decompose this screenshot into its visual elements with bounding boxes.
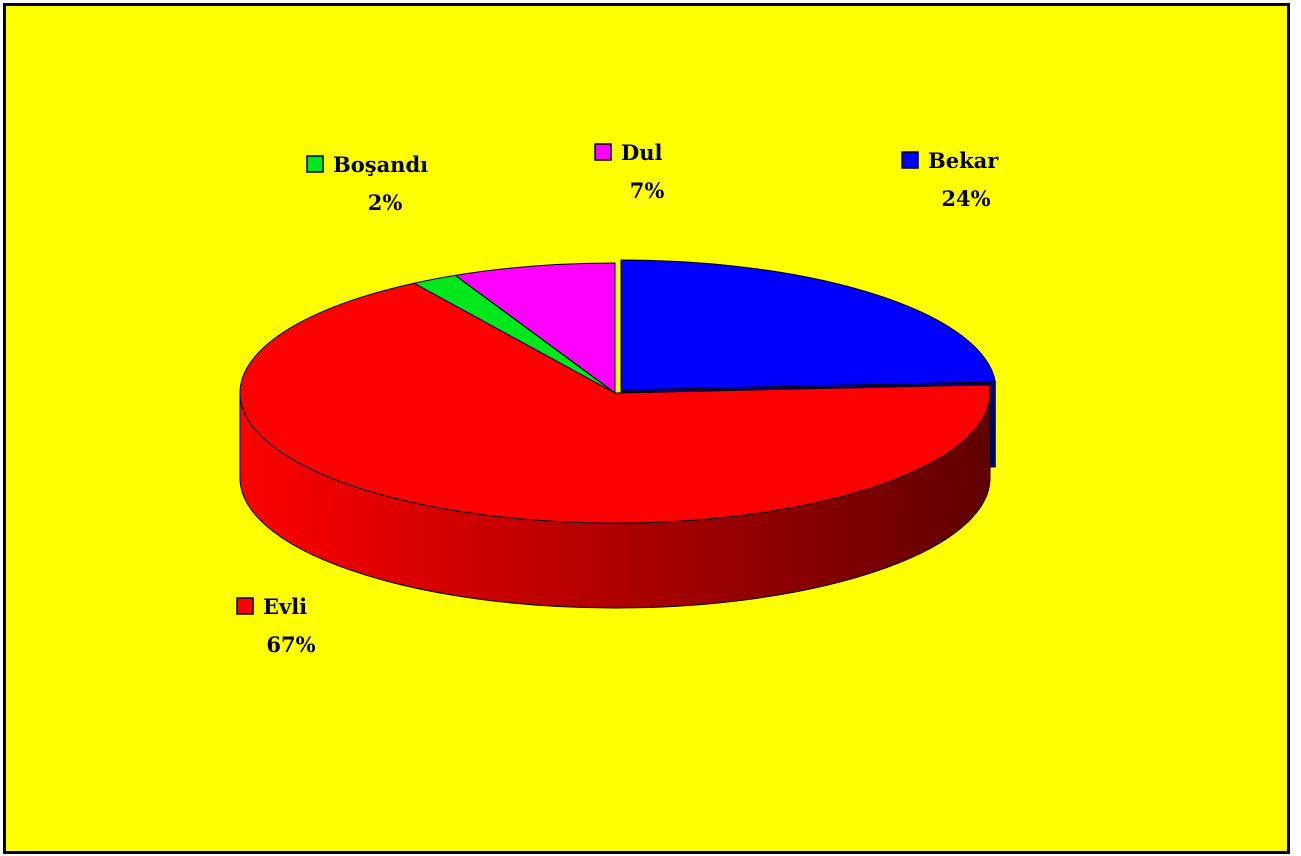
slice-percent-bo-and-: 2% [368,190,403,215]
slice-label-bo-and-: Boşandı [333,152,428,177]
slice-dul [454,262,616,394]
slice-label-dul: Dul [621,140,662,165]
legend-key-bo-and- [306,155,324,173]
slice-percent-bekar: 24% [941,186,990,211]
slice-percent-evli: 67% [266,632,315,657]
pie-labels: Bekar 24% Evli 67% Boşandı 2% Dul 7% [236,140,999,657]
slice-label-bekar: Bekar [928,148,999,173]
slice-percent-dul: 7% [630,178,665,203]
slice-evli [239,282,991,524]
slice-label-evli: Evli [263,594,307,619]
legend-key-evli [236,597,254,615]
pie-tops [239,259,996,524]
slice-bekar [620,259,996,391]
legend-key-bekar [901,151,919,169]
legend-key-dul [594,143,612,161]
